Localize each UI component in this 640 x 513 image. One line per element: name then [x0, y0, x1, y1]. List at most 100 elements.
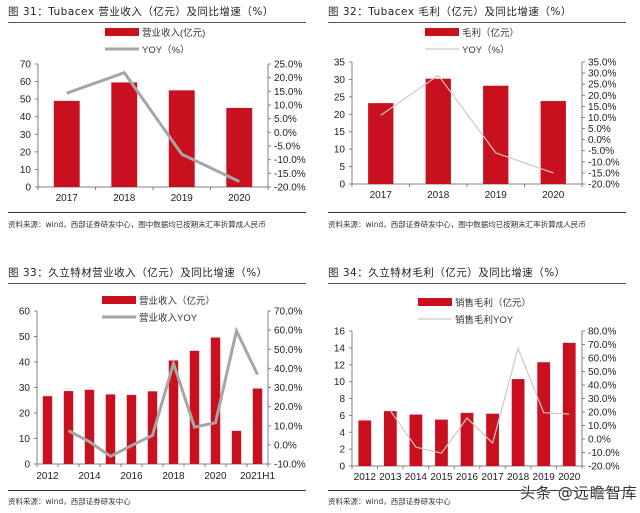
- right-axis-tick-label: 25.0%: [588, 80, 616, 91]
- source-divider: [8, 490, 306, 491]
- yoy-line: [380, 74, 554, 174]
- bar-2021Q1: [231, 430, 242, 464]
- right-axis-tick-label: -15.0%: [274, 169, 306, 180]
- left-axis-tick-label: 10: [334, 377, 346, 388]
- yoy-line: [67, 326, 259, 459]
- left-axis-tick-label: 25: [334, 92, 346, 103]
- left-axis-tick-label: 50: [20, 95, 32, 106]
- right-axis-tick-label: -5.0%: [588, 146, 614, 157]
- figure-title: 图 34：久立特材毛利（亿元）及同比增速（%）: [328, 267, 566, 279]
- x-axis-tick-label: 2017: [481, 472, 504, 483]
- right-axis-tick-label: -15.0%: [588, 168, 620, 179]
- bar-2012: [42, 396, 53, 464]
- legend-label-line: YOY（%）: [142, 44, 190, 56]
- right-axis-tick-label: 50.0%: [588, 367, 616, 378]
- bar-2021H1: [252, 388, 263, 464]
- bar-2018: [425, 78, 451, 184]
- right-axis-tick-label: 10.0%: [274, 421, 302, 432]
- bar-2013: [63, 391, 74, 464]
- right-axis-tick-label: -20.0%: [588, 180, 620, 191]
- source-divider: [328, 490, 626, 491]
- legend-label-line: 营业收入YOY: [139, 312, 198, 324]
- right-axis-tick-label: 80.0%: [588, 327, 616, 338]
- left-axis-tick-label: 20: [19, 409, 31, 420]
- right-axis-tick-label: 5.0%: [274, 114, 297, 125]
- x-axis-tick-label: 2012: [36, 471, 59, 482]
- title-divider: [8, 22, 306, 23]
- right-axis-tick-label: -10.0%: [274, 460, 306, 471]
- right-axis-tick-label: 10.0%: [274, 101, 302, 112]
- legend-label-bar: 销售毛利（亿元）: [455, 297, 531, 309]
- bar-2017: [53, 100, 80, 187]
- left-axis-tick-label: 10: [334, 145, 346, 156]
- bar-2017: [368, 103, 394, 184]
- watermark: 头条 @远瞻智库: [520, 484, 638, 502]
- left-axis-tick-label: 0: [339, 462, 345, 473]
- left-axis-tick-label: 16: [334, 327, 346, 338]
- bar-2015: [435, 419, 448, 466]
- chart-fig31: 营业收入(亿元) YOY（%） 0 10 20 30 40 50 60 70 -20.0% -15.0…: [20, 27, 306, 204]
- left-axis-tick-label: 15: [334, 127, 346, 138]
- left-axis-tick-label: 70: [20, 60, 32, 71]
- bar-2020: [210, 337, 221, 464]
- figure-33-panel: 图 33：久立特材营业收入（亿元）及同比增速（%） 营业收入（亿元） 营业收入YO…: [0, 261, 310, 511]
- bar-2016: [460, 412, 474, 466]
- legend-label-line: 销售毛利YOY: [455, 314, 514, 326]
- left-axis-tick-label: 20: [334, 110, 346, 121]
- right-axis-tick-label: -20.0%: [274, 183, 306, 194]
- left-axis-tick-label: 30: [20, 130, 32, 141]
- bar-2018: [168, 360, 179, 464]
- left-axis-tick-label: 10: [20, 165, 32, 176]
- x-axis-tick-label: 2015: [430, 472, 453, 483]
- right-axis-tick-label: 15.0%: [274, 87, 302, 98]
- left-axis-tick-label: 0: [25, 183, 31, 194]
- right-axis-tick-label: -20.0%: [588, 462, 620, 473]
- x-axis-tick-label: 2020: [228, 193, 251, 204]
- right-axis-tick-label: -10.0%: [274, 155, 306, 166]
- bar-2018: [511, 379, 525, 466]
- chart-fig33: 营业收入（亿元） 营业收入YOY 0 10 20 30 40 50 60 -10.0% 0.0% 10…: [19, 295, 306, 482]
- left-axis-tick-label: 12: [334, 360, 346, 371]
- bar-2017: [147, 391, 158, 464]
- title-divider: [8, 283, 306, 284]
- x-axis-tick-label: 2020: [558, 472, 581, 483]
- right-axis-tick-label: 70.0%: [274, 307, 302, 318]
- x-axis-tick-label: 2020: [204, 471, 227, 482]
- left-axis-tick-label: 2: [339, 445, 345, 456]
- source-note: 资料来源：wind，西部证券研发中心: [8, 497, 131, 506]
- right-axis-tick-label: 30.0%: [588, 69, 616, 80]
- right-axis-tick-label: 10.0%: [588, 113, 616, 124]
- source-divider: [8, 212, 306, 213]
- right-axis-tick-label: 35.0%: [588, 58, 616, 69]
- left-axis-tick-label: 0: [24, 460, 30, 471]
- left-axis-tick-label: 14: [334, 343, 346, 354]
- left-axis-tick-label: 35: [334, 58, 346, 69]
- bar-2014: [409, 414, 423, 466]
- source-note: 资料来源：wind，西部证券研发中心，图中数据均已按期末汇率折算成人民币: [328, 220, 586, 229]
- right-axis-tick-label: 0.0%: [274, 440, 297, 451]
- x-axis-tick-label: 2012: [354, 472, 377, 483]
- right-axis-tick-label: 20.0%: [274, 73, 302, 84]
- title-divider: [328, 22, 626, 23]
- x-axis-tick-label: 2016: [456, 472, 479, 483]
- x-axis-tick-label: 2014: [78, 471, 101, 482]
- right-axis-tick-label: 60.0%: [588, 354, 616, 365]
- bar-2017: [486, 413, 499, 466]
- x-axis-tick-label: 2014: [405, 472, 428, 483]
- bar-2019: [168, 90, 195, 187]
- right-axis-tick-label: 20.0%: [588, 408, 616, 419]
- right-axis-tick-label: -10.0%: [588, 448, 620, 459]
- right-axis-tick-label: -5.0%: [274, 142, 300, 153]
- x-axis-tick-label: 2018: [113, 193, 136, 204]
- left-axis-tick-label: 10: [19, 434, 31, 445]
- right-axis-tick-label: 0.0%: [588, 435, 611, 446]
- right-axis-tick-label: 70.0%: [588, 340, 616, 351]
- legend-label-bar: 营业收入(亿元): [142, 27, 205, 39]
- left-axis-tick-label: 40: [19, 358, 31, 369]
- bar-2020: [562, 342, 576, 466]
- right-axis-tick-label: 10.0%: [588, 421, 616, 432]
- x-axis-tick-label: 2019: [533, 472, 556, 483]
- bar-2012: [358, 420, 372, 466]
- legend-swatch-bar: [425, 28, 459, 36]
- x-axis-tick-label: 2018: [507, 472, 530, 483]
